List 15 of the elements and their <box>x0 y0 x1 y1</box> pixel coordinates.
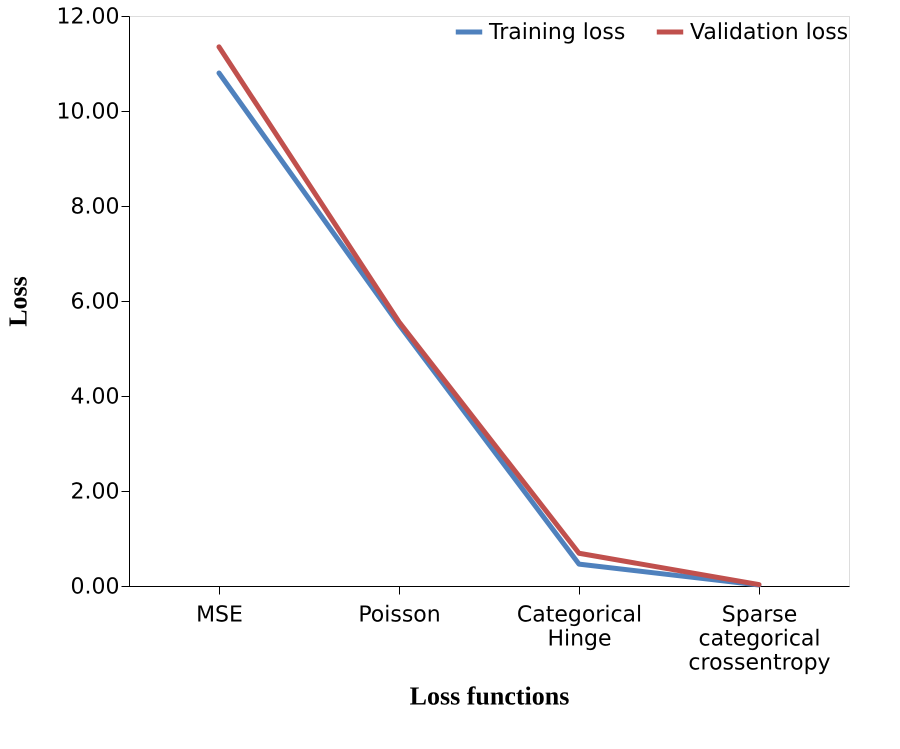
x-axis-title: Loss functions <box>410 682 570 710</box>
y-tick-label: 6.00 <box>70 290 120 314</box>
x-tick-label: MSE <box>196 602 243 628</box>
y-tick-label: 8.00 <box>70 194 120 220</box>
x-tick-label: Sparse categorical crossentropy <box>688 602 831 676</box>
x-tick-label: Poisson <box>358 602 441 628</box>
y-tick-label: 12.00 <box>56 4 120 30</box>
y-tick-label: 0.00 <box>70 574 120 600</box>
x-tick-label: Categorical Hinge <box>516 602 642 652</box>
y-tick-label: 4.00 <box>70 384 120 410</box>
y-tick-label: 2.00 <box>70 480 120 504</box>
legend-label: Validation loss <box>690 20 848 45</box>
legend-label: Training loss <box>488 20 626 45</box>
y-axis-title: Loss <box>4 276 33 327</box>
y-tick-label: 10.00 <box>56 100 120 124</box>
